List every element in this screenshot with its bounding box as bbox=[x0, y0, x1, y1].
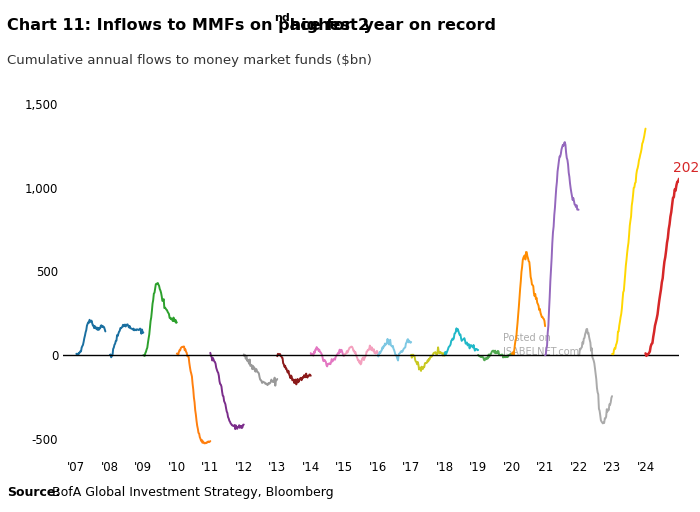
Text: highest year on record: highest year on record bbox=[284, 18, 496, 33]
Text: Source:: Source: bbox=[7, 486, 60, 499]
Text: 2024: 2024 bbox=[673, 161, 700, 176]
Text: Cumulative annual flows to money market funds ($bn): Cumulative annual flows to money market … bbox=[7, 54, 372, 67]
Text: Chart 11: Inflows to MMFs on pace for 2: Chart 11: Inflows to MMFs on pace for 2 bbox=[7, 18, 369, 33]
Text: BofA Global Investment Strategy, Bloomberg: BofA Global Investment Strategy, Bloombe… bbox=[48, 486, 333, 499]
Text: Posted on
ISABELNET.com: Posted on ISABELNET.com bbox=[503, 333, 580, 357]
Text: nd: nd bbox=[274, 13, 290, 24]
